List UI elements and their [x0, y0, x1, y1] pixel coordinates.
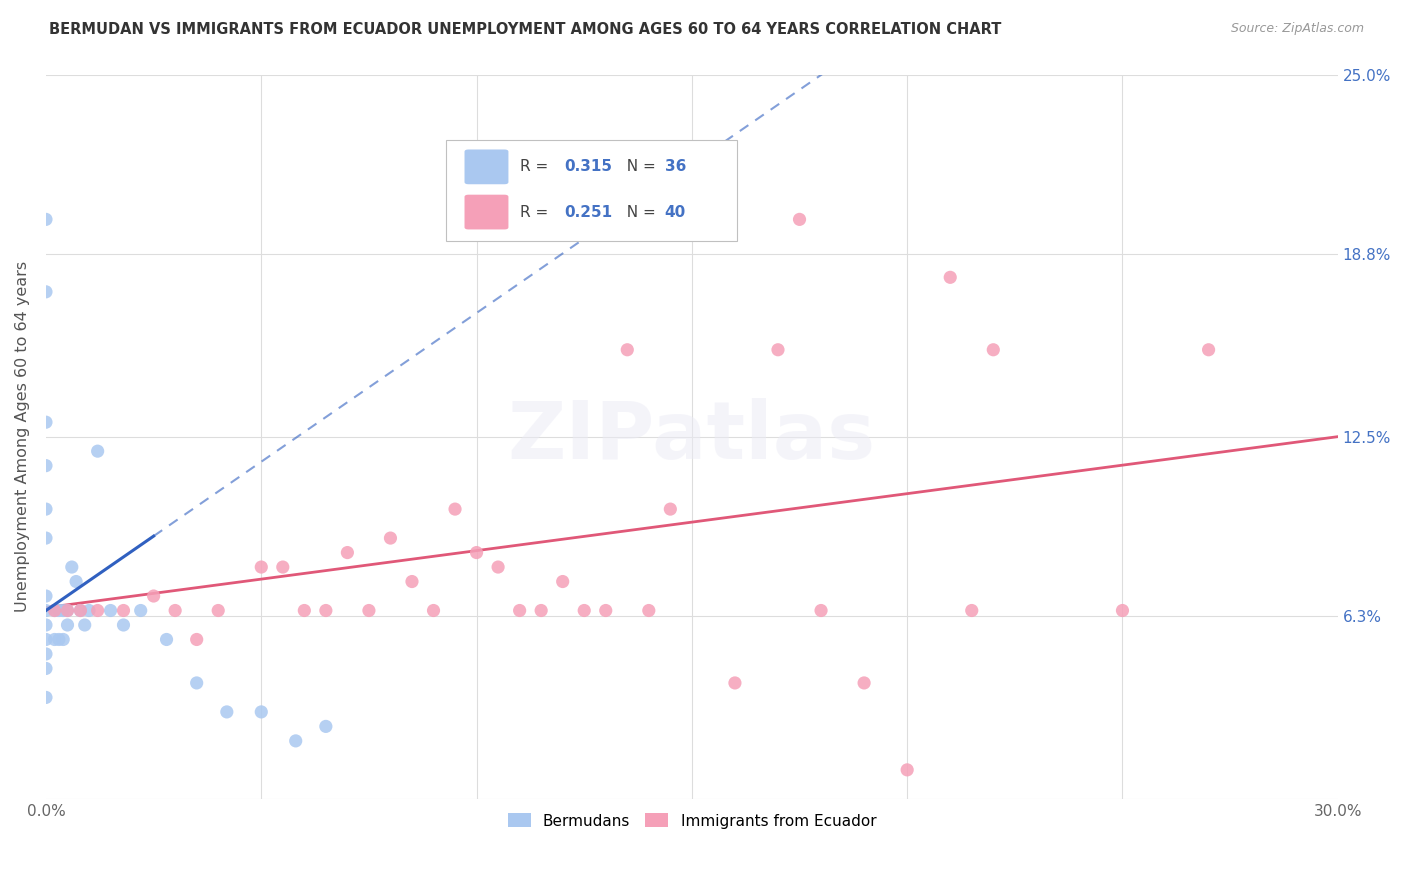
- Point: [284, 734, 307, 748]
- Point: [810, 603, 832, 617]
- Point: [100, 603, 122, 617]
- Point: [186, 632, 208, 647]
- Legend: Bermudans, Immigrants from Ecuador: Bermudans, Immigrants from Ecuador: [502, 807, 882, 835]
- Point: [444, 502, 467, 516]
- Point: [207, 603, 229, 617]
- Point: [35, 589, 58, 603]
- Point: [69, 603, 91, 617]
- Point: [357, 603, 380, 617]
- Point: [56, 618, 79, 632]
- Point: [336, 545, 359, 559]
- Point: [595, 603, 617, 617]
- Point: [44, 632, 66, 647]
- Text: 0.315: 0.315: [564, 160, 612, 174]
- Point: [48, 603, 70, 617]
- Text: 40: 40: [665, 204, 686, 219]
- Point: [315, 603, 337, 617]
- Point: [35, 690, 58, 705]
- Point: [659, 502, 682, 516]
- Point: [960, 603, 983, 617]
- Point: [1198, 343, 1220, 357]
- Point: [48, 632, 70, 647]
- Point: [142, 589, 165, 603]
- Point: [77, 603, 100, 617]
- Text: R =: R =: [520, 160, 553, 174]
- Point: [186, 676, 208, 690]
- Point: [422, 603, 444, 617]
- Point: [315, 719, 337, 733]
- FancyBboxPatch shape: [447, 140, 737, 241]
- Y-axis label: Unemployment Among Ages 60 to 64 years: Unemployment Among Ages 60 to 64 years: [15, 261, 30, 612]
- Point: [486, 560, 509, 574]
- Point: [724, 676, 747, 690]
- Point: [112, 618, 135, 632]
- Point: [789, 212, 811, 227]
- Point: [250, 705, 273, 719]
- Point: [52, 603, 75, 617]
- Point: [766, 343, 789, 357]
- FancyBboxPatch shape: [464, 150, 509, 185]
- Point: [465, 545, 488, 559]
- Text: R =: R =: [520, 204, 553, 219]
- Text: ZIPatlas: ZIPatlas: [508, 398, 876, 475]
- Point: [56, 603, 79, 617]
- Text: 36: 36: [665, 160, 686, 174]
- Point: [509, 603, 531, 617]
- Point: [616, 343, 638, 357]
- Point: [35, 531, 58, 545]
- Point: [292, 603, 315, 617]
- Point: [35, 285, 58, 299]
- Point: [896, 763, 918, 777]
- Point: [401, 574, 423, 589]
- Text: BERMUDAN VS IMMIGRANTS FROM ECUADOR UNEMPLOYMENT AMONG AGES 60 TO 64 YEARS CORRE: BERMUDAN VS IMMIGRANTS FROM ECUADOR UNEM…: [49, 22, 1001, 37]
- Point: [165, 603, 187, 617]
- Text: Source: ZipAtlas.com: Source: ZipAtlas.com: [1230, 22, 1364, 36]
- Point: [530, 603, 553, 617]
- Point: [35, 502, 58, 516]
- Point: [73, 618, 96, 632]
- Text: N =: N =: [617, 160, 661, 174]
- Point: [60, 560, 83, 574]
- Point: [56, 603, 79, 617]
- Point: [853, 676, 876, 690]
- Point: [35, 647, 58, 661]
- Point: [35, 661, 58, 675]
- Point: [574, 603, 596, 617]
- Point: [981, 343, 1004, 357]
- Text: N =: N =: [617, 204, 661, 219]
- Point: [215, 705, 238, 719]
- Text: 0.251: 0.251: [564, 204, 612, 219]
- FancyBboxPatch shape: [464, 194, 509, 229]
- Point: [35, 415, 58, 429]
- Point: [35, 458, 58, 473]
- Point: [1111, 603, 1133, 617]
- Point: [112, 603, 135, 617]
- Point: [44, 603, 66, 617]
- Point: [939, 270, 962, 285]
- Point: [52, 632, 75, 647]
- Point: [35, 603, 58, 617]
- Point: [250, 560, 273, 574]
- Point: [551, 574, 574, 589]
- Point: [155, 632, 177, 647]
- Point: [35, 632, 58, 647]
- Point: [380, 531, 402, 545]
- Point: [44, 603, 66, 617]
- Point: [86, 603, 108, 617]
- Point: [86, 444, 108, 458]
- Point: [35, 618, 58, 632]
- Point: [129, 603, 152, 617]
- Point: [271, 560, 294, 574]
- Point: [35, 212, 58, 227]
- Point: [637, 603, 659, 617]
- Point: [65, 574, 87, 589]
- Point: [69, 603, 91, 617]
